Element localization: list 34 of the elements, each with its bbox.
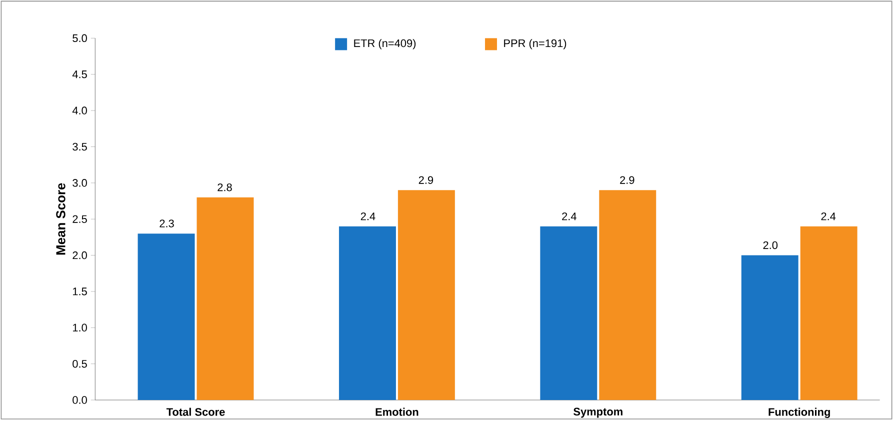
x-tick-label: Symptom <box>574 408 622 418</box>
y-axis-title: Mean Score <box>56 183 66 254</box>
bar <box>338 226 396 400</box>
bar <box>599 190 656 400</box>
y-tick-label: 4.5 <box>72 70 87 78</box>
x-tick-label: Emotion <box>376 408 418 416</box>
data-label: 2.4 <box>562 212 576 220</box>
legend-label: ETR (n=409) <box>354 38 416 50</box>
data-label: 2.0 <box>763 241 778 249</box>
y-tick-label: 0.0 <box>72 396 87 404</box>
bar <box>138 233 195 400</box>
data-label: 2.9 <box>418 176 434 184</box>
data-label: 2.8 <box>218 183 232 192</box>
bar <box>540 226 598 400</box>
y-tick-label: 4.0 <box>72 106 87 114</box>
y-tick-label: 2.5 <box>72 215 87 223</box>
y-tick-label: 3.0 <box>72 178 87 187</box>
y-tick-label: 3.5 <box>72 142 87 150</box>
bar <box>398 190 455 400</box>
legend-label: PPR (n=191) <box>504 38 566 50</box>
bar <box>741 255 798 400</box>
x-tick-label: Functioning <box>768 408 830 418</box>
y-tick-label: 1.0 <box>72 324 87 332</box>
data-label: 2.4 <box>360 212 376 220</box>
data-label: 2.9 <box>620 176 634 184</box>
data-label: 2.3 <box>160 219 174 228</box>
y-tick-label: 0.5 <box>72 360 87 368</box>
bar <box>196 197 254 400</box>
data-label: 2.4 <box>821 212 836 220</box>
y-tick-label: 2.0 <box>72 251 87 259</box>
x-tick-label: Total Score <box>166 408 225 416</box>
y-tick-label: 1.5 <box>72 287 87 296</box>
bar <box>800 226 858 400</box>
y-tick-label: 5.0 <box>72 34 87 42</box>
